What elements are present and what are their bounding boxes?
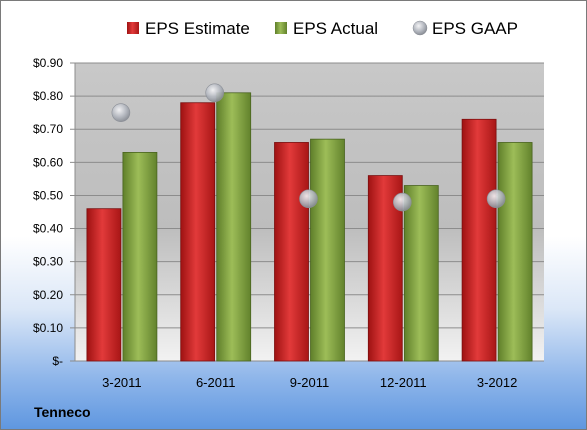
point-eps-gaap [299,189,318,209]
legend-label: EPS Actual [293,19,378,38]
y-tick-label: $0.30 [33,255,63,269]
bar-eps-actual [497,142,533,362]
company-name: Tenneco [34,404,91,420]
x-category-label: 3-2012 [477,375,517,390]
x-axis-categories: 3-2011 6-2011 9-2011 12-2011 3-2012 [102,375,517,390]
y-axis-ticks: $- $0.10 $0.20 $0.30 $0.40 $0.50 $0.60 $0.70 $0.… [33,56,63,368]
y-tick-label: $0.50 [33,188,63,202]
bar-eps-actual [216,92,252,362]
x-category-label: 3-2011 [102,375,142,390]
y-tick-label: $0.90 [33,56,63,70]
legend: EPS Estimate EPS Actual EPS GAAP [127,19,518,38]
bar-eps-estimate [274,142,309,362]
x-category-label: 9-2011 [290,375,330,390]
legend-label: EPS GAAP [432,19,518,38]
point-eps-gaap [111,103,131,122]
legend-label: EPS Estimate [145,19,250,38]
legend-symbol-eps-estimate [127,22,139,34]
point-eps-gaap [392,192,412,212]
bar-eps-estimate [86,208,122,362]
gaap-points [111,83,506,212]
bar-eps-actual [122,151,158,362]
y-tick-label: $0.60 [33,155,63,169]
y-tick-label: $0.20 [33,288,63,302]
y-tick-label: $0.70 [33,122,63,136]
x-category-label: 6-2011 [196,375,236,390]
legend-symbol-eps-actual [275,22,287,34]
bar-eps-estimate [461,118,497,362]
y-tick-label: $0.10 [33,321,63,335]
x-category-label: 12-2011 [380,375,427,390]
y-tick-label: $- [52,354,63,368]
bar-eps-actual [310,138,345,362]
y-tick-label: $0.40 [33,222,63,236]
bar-eps-actual [403,185,439,362]
point-eps-gaap [205,83,224,103]
bars [86,92,533,362]
y-tick-label: $0.80 [33,89,63,103]
legend-symbol-eps-gaap [412,20,428,36]
bar-eps-estimate [180,102,216,362]
point-eps-gaap [486,189,506,209]
